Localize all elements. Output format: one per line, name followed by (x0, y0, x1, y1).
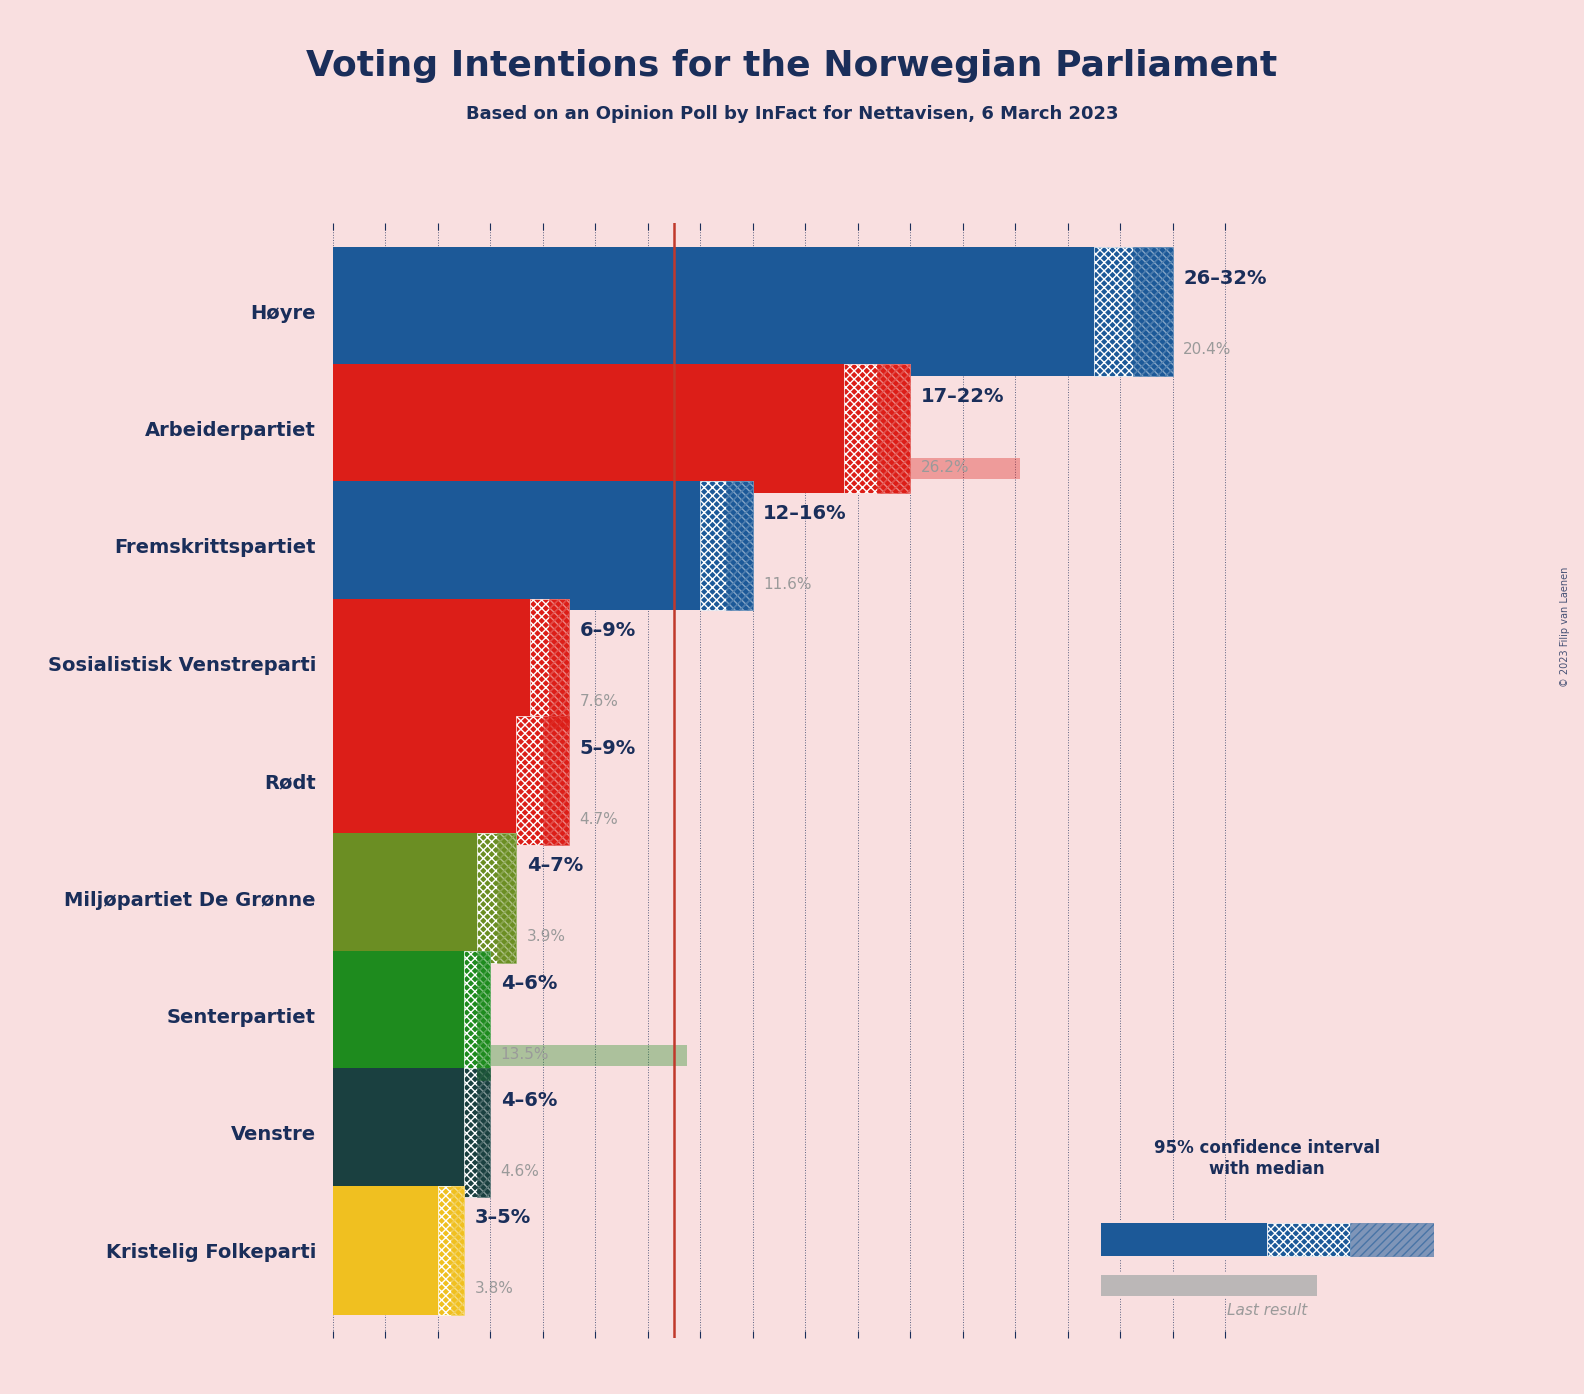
Text: 4.7%: 4.7% (580, 811, 618, 827)
Bar (516, 717, 569, 845)
Bar (464, 951, 489, 1080)
Bar (333, 834, 516, 963)
Bar (333, 1186, 464, 1315)
Text: Voting Intentions for the Norwegian Parliament: Voting Intentions for the Norwegian Parl… (306, 49, 1278, 82)
Bar (333, 1280, 432, 1301)
Bar (333, 693, 532, 714)
Bar (333, 1046, 687, 1066)
Text: 7.6%: 7.6% (580, 694, 618, 710)
Bar (1350, 1223, 1434, 1256)
Bar (333, 364, 911, 493)
Bar (727, 481, 752, 611)
Bar (878, 364, 911, 493)
Text: 5–9%: 5–9% (580, 739, 635, 758)
Bar (464, 1068, 489, 1197)
Bar (333, 717, 569, 845)
Bar (333, 459, 1020, 480)
Bar (497, 834, 516, 963)
Text: 4–6%: 4–6% (501, 1092, 558, 1110)
Text: 4–6%: 4–6% (501, 973, 558, 993)
Text: 3.9%: 3.9% (527, 930, 565, 944)
Bar (451, 1186, 464, 1315)
Text: Last result: Last result (1228, 1303, 1307, 1319)
Bar (700, 481, 752, 611)
Text: © 2023 Filip van Laenen: © 2023 Filip van Laenen (1560, 567, 1570, 687)
Bar (550, 598, 569, 728)
Bar (1095, 247, 1172, 375)
Bar (333, 247, 1172, 375)
Bar (1101, 1274, 1316, 1296)
Bar (1267, 1223, 1350, 1256)
Text: Based on an Opinion Poll by InFact for Nettavisen, 6 March 2023: Based on an Opinion Poll by InFact for N… (466, 105, 1118, 123)
Bar (333, 481, 752, 611)
Bar (844, 364, 911, 493)
Text: 11.6%: 11.6% (763, 577, 811, 592)
Bar (529, 598, 569, 728)
Text: 26–32%: 26–32% (1183, 269, 1267, 289)
Bar (333, 340, 868, 361)
Bar (333, 598, 569, 728)
Bar (333, 576, 637, 597)
Text: 6–9%: 6–9% (580, 622, 635, 640)
Text: 17–22%: 17–22% (920, 386, 1004, 406)
Bar (477, 834, 516, 963)
Bar (333, 951, 489, 1080)
Text: 4.6%: 4.6% (501, 1164, 540, 1179)
Text: 13.5%: 13.5% (501, 1047, 550, 1062)
Text: 3.8%: 3.8% (474, 1281, 513, 1296)
Text: 20.4%: 20.4% (1183, 343, 1231, 357)
Text: 12–16%: 12–16% (763, 505, 847, 523)
Bar (333, 810, 456, 831)
Bar (1101, 1223, 1267, 1256)
Text: 3–5%: 3–5% (474, 1209, 531, 1227)
Bar (1133, 247, 1172, 375)
Text: 4–7%: 4–7% (527, 856, 583, 875)
Bar (333, 1163, 453, 1184)
Bar (543, 717, 569, 845)
Text: 26.2%: 26.2% (920, 460, 969, 475)
Bar (333, 1068, 489, 1197)
Text: 95% confidence interval
with median: 95% confidence interval with median (1155, 1139, 1380, 1178)
Bar (437, 1186, 464, 1315)
Bar (333, 927, 436, 949)
Bar (477, 1068, 489, 1197)
Bar (477, 951, 489, 1080)
